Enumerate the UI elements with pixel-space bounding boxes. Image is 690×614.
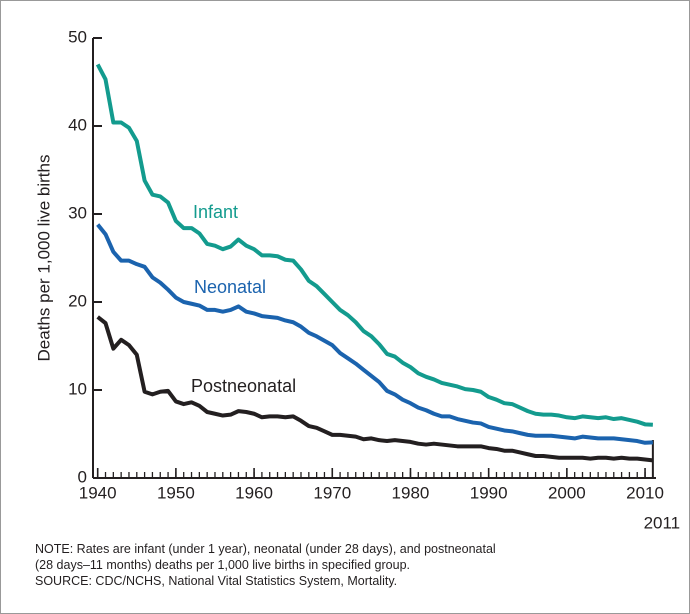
series-line — [96, 315, 654, 463]
y-tick-label: 20 — [68, 291, 87, 310]
series-label: Neonatal — [194, 277, 266, 297]
x-tick-label: 1980 — [392, 483, 430, 502]
x-tick-label: 2011 — [644, 513, 681, 532]
note-line: (28 days–11 months) deaths per 1,000 liv… — [35, 558, 410, 572]
note-line: SOURCE: CDC/NCHS, National Vital Statist… — [35, 574, 398, 588]
x-tick-label: 1960 — [235, 483, 273, 502]
y-axis-label: Deaths per 1,000 live births — [34, 155, 53, 362]
series-line — [96, 223, 653, 445]
y-tick-label: 10 — [68, 379, 87, 398]
x-tick-label: 1950 — [157, 483, 195, 502]
y-tick-label: 30 — [68, 203, 87, 222]
x-tick-label: 1990 — [470, 483, 508, 502]
series-label: Infant — [193, 202, 238, 222]
chart: Deaths per 1,000 live births 0 10 20 30 40 50… — [34, 27, 681, 532]
notes: NOTE: Rates are infant (under 1 year), n… — [35, 541, 675, 589]
x-tick-label: 2000 — [548, 483, 586, 502]
y-tick-label: 40 — [68, 115, 87, 134]
series-line — [95, 63, 653, 427]
y-tick-label: 0 — [78, 467, 87, 486]
note-line: NOTE: Rates are infant (under 1 year), n… — [35, 542, 496, 556]
series-label: Postneonatal — [191, 376, 296, 396]
x-tick-label: 1970 — [313, 483, 351, 502]
y-tick-label: 50 — [68, 27, 87, 46]
x-tick-label: 2010 — [626, 483, 664, 502]
x-tick-label: 1940 — [79, 483, 117, 502]
